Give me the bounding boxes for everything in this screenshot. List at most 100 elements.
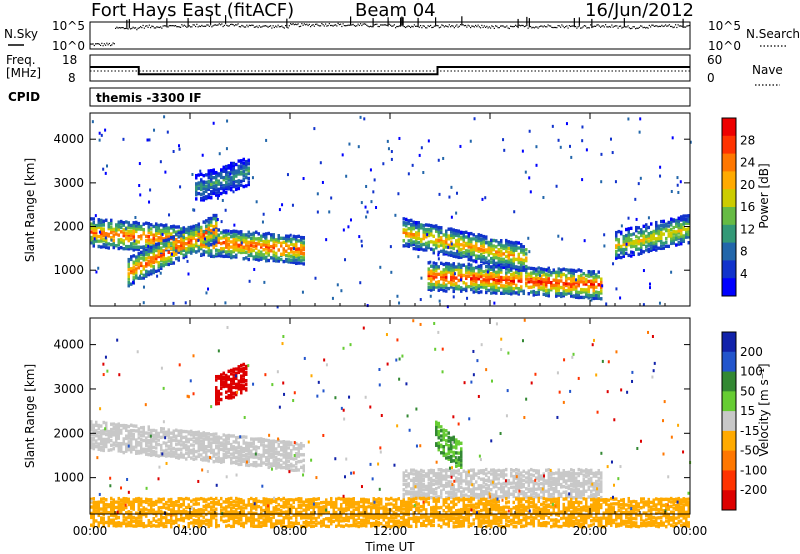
velocity-cell <box>462 487 465 491</box>
velocity-cell <box>237 384 240 388</box>
power-cell <box>557 279 560 283</box>
velocity-cell <box>547 479 550 483</box>
power-cell <box>297 247 300 251</box>
power-cell <box>252 257 255 261</box>
power-cell <box>492 288 495 292</box>
velocity-cell <box>497 481 500 485</box>
power-cell <box>490 244 493 248</box>
power-cell <box>100 223 103 227</box>
velocity-cell <box>407 476 410 480</box>
velocity-cell <box>582 493 585 497</box>
nsky-point <box>261 26 263 28</box>
power-cell <box>500 249 503 253</box>
power-cell <box>427 285 430 290</box>
velocity-cell <box>160 446 163 450</box>
velocity-cell <box>232 395 235 399</box>
power-cell <box>677 225 680 230</box>
nsky-point <box>543 25 545 27</box>
power-cell <box>632 251 635 255</box>
velocity-cell <box>280 453 283 457</box>
power-cell <box>272 243 275 247</box>
power-cell <box>687 229 690 233</box>
velocity-cell <box>110 438 113 443</box>
nsky-point <box>420 25 422 27</box>
power-cell <box>552 283 555 288</box>
velocity-cell <box>460 450 463 454</box>
velocity-cell <box>567 486 570 491</box>
velocity-cell <box>107 504 110 509</box>
nsky-point <box>660 25 662 28</box>
nsky-point <box>536 26 538 28</box>
velocity-cell <box>457 477 460 481</box>
power-speckle <box>98 131 101 135</box>
power-cell <box>505 244 508 248</box>
velocity-cell <box>447 448 450 453</box>
power-cell <box>265 237 268 241</box>
power-cell <box>450 253 453 257</box>
power-cell <box>177 244 180 249</box>
velocity-cell <box>440 451 443 455</box>
nsky-point <box>557 25 559 27</box>
velocity-cell <box>460 441 463 445</box>
power-cell <box>677 242 680 246</box>
power-cell <box>127 277 130 281</box>
power-cell <box>435 227 438 231</box>
velocity-cell <box>257 463 260 467</box>
power-cell <box>270 256 273 260</box>
velocity-cell <box>100 441 103 446</box>
velocity-cell <box>430 490 433 495</box>
power-cell <box>492 265 495 269</box>
power-cell <box>475 254 478 258</box>
velocity-cell <box>232 440 235 444</box>
velocity-cell <box>222 433 225 437</box>
nsky-point <box>353 24 355 27</box>
power-speckle <box>369 168 372 172</box>
power-cell <box>235 238 238 242</box>
velocity-cell <box>445 439 448 443</box>
power-cell <box>160 231 163 236</box>
velocity-cell <box>577 488 580 492</box>
power-cell <box>102 227 105 231</box>
power-cell <box>427 223 430 227</box>
power-speckle <box>640 230 643 234</box>
nsky-point <box>260 26 262 28</box>
power-cell <box>475 259 478 264</box>
velocity-cell <box>450 457 453 461</box>
velocity-cell <box>127 502 130 507</box>
power-cell <box>160 262 163 267</box>
velocity-cell <box>442 428 445 432</box>
power-cell <box>177 256 180 260</box>
nsky-point <box>327 24 329 27</box>
power-cell <box>212 187 215 191</box>
power-cell <box>152 233 155 237</box>
nsky-point <box>631 27 633 29</box>
velocity-cell <box>585 474 588 479</box>
velocity-cell <box>412 468 415 472</box>
nsky-point <box>637 27 639 29</box>
power-cell <box>620 230 623 235</box>
power-speckle <box>647 216 650 220</box>
power-cell <box>215 254 218 258</box>
power-speckle <box>360 239 363 243</box>
power-speckle <box>612 262 615 266</box>
nsky-point <box>661 24 663 26</box>
velocity-cell <box>287 455 290 460</box>
velocity-cell <box>150 447 153 451</box>
power-colorbar-tick: 28 <box>740 133 755 147</box>
power-cell <box>495 270 498 275</box>
nsky-point <box>478 26 480 28</box>
power-cell <box>295 258 298 262</box>
power-cell <box>572 282 575 286</box>
nsky-point <box>405 26 407 29</box>
power-cell <box>222 234 225 238</box>
velocity-cell <box>140 520 143 525</box>
nsky-point <box>142 24 144 27</box>
power-speckle <box>365 184 368 188</box>
power-cell <box>535 274 538 279</box>
velocity-cell <box>532 473 535 478</box>
power-speckle <box>325 238 328 242</box>
velocity-cell <box>167 447 170 451</box>
power-cell <box>255 246 258 250</box>
power-cell <box>122 242 125 246</box>
